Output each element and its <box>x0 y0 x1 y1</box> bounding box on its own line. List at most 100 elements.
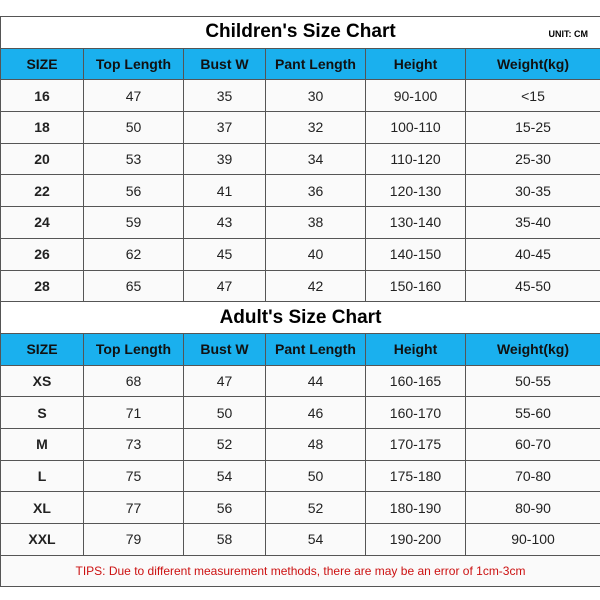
value-cell: 110-120 <box>365 142 466 176</box>
value-cell: 50 <box>183 396 266 429</box>
value-cell: 41 <box>183 174 266 208</box>
value-cell: 52 <box>265 491 366 524</box>
value-cell: 50 <box>83 111 184 144</box>
tips-row: TIPS: Due to different measurement metho… <box>0 554 600 588</box>
value-cell: 56 <box>183 491 266 524</box>
size-cell: XXL <box>0 523 84 556</box>
table-row: L 75 54 50 175-180 70-80 <box>0 459 600 493</box>
unit-label: UNIT: CM <box>548 29 589 39</box>
table-row: XL 77 56 52 180-190 80-90 <box>0 491 600 524</box>
table-row: 20 53 39 34 110-120 25-30 <box>0 142 600 176</box>
value-cell: 50 <box>265 459 366 493</box>
size-cell: 28 <box>0 269 84 303</box>
value-cell: 54 <box>183 459 266 493</box>
table-row: M 73 52 48 170-175 60-70 <box>0 427 600 461</box>
size-cell: 24 <box>0 206 84 239</box>
value-cell: 35-40 <box>465 206 600 239</box>
value-cell: 90-100 <box>465 523 600 556</box>
value-cell: 140-150 <box>365 237 466 271</box>
value-cell: 100-110 <box>365 111 466 144</box>
table-row: 26 62 45 40 140-150 40-45 <box>0 237 600 271</box>
size-cell: 16 <box>0 79 84 113</box>
size-table: Children's Size Chart UNIT: CM SIZE Top Len… <box>0 16 600 588</box>
value-cell: 75 <box>83 459 184 493</box>
value-cell: 54 <box>265 523 366 556</box>
value-cell: 120-130 <box>365 174 466 208</box>
column-header: Pant Length <box>265 47 366 81</box>
children-title: Children's Size Chart <box>205 21 396 43</box>
value-cell: 68 <box>83 364 184 398</box>
table-row: S 71 50 46 160-170 55-60 <box>0 396 600 429</box>
value-cell: 190-200 <box>365 523 466 556</box>
value-cell: 45 <box>183 237 266 271</box>
column-header: SIZE <box>0 47 84 81</box>
children-header-row: SIZE Top Length Bust W Pant Length Height Wei… <box>0 47 600 81</box>
value-cell: 44 <box>265 364 366 398</box>
size-cell: XS <box>0 364 84 398</box>
value-cell: <15 <box>465 79 600 113</box>
value-cell: 38 <box>265 206 366 239</box>
value-cell: 55-60 <box>465 396 600 429</box>
column-header: SIZE <box>0 332 84 366</box>
size-cell: S <box>0 396 84 429</box>
size-cell: 18 <box>0 111 84 144</box>
table-row: 22 56 41 36 120-130 30-35 <box>0 174 600 208</box>
table-row: 24 59 43 38 130-140 35-40 <box>0 206 600 239</box>
value-cell: 79 <box>83 523 184 556</box>
column-header: Weight(kg) <box>465 332 600 366</box>
value-cell: 175-180 <box>365 459 466 493</box>
column-header: Weight(kg) <box>465 47 600 81</box>
value-cell: 160-165 <box>365 364 466 398</box>
value-cell: 59 <box>83 206 184 239</box>
value-cell: 65 <box>83 269 184 303</box>
value-cell: 160-170 <box>365 396 466 429</box>
value-cell: 170-175 <box>365 427 466 461</box>
table-row: XXL 79 58 54 190-200 90-100 <box>0 523 600 556</box>
value-cell: 15-25 <box>465 111 600 144</box>
value-cell: 25-30 <box>465 142 600 176</box>
size-cell: 26 <box>0 237 84 271</box>
size-cell: XL <box>0 491 84 524</box>
adult-title-cell: Adult's Size Chart <box>0 301 600 334</box>
value-cell: 48 <box>265 427 366 461</box>
value-cell: 47 <box>183 364 266 398</box>
value-cell: 53 <box>83 142 184 176</box>
value-cell: 77 <box>83 491 184 524</box>
value-cell: 42 <box>265 269 366 303</box>
value-cell: 58 <box>183 523 266 556</box>
value-cell: 32 <box>265 111 366 144</box>
value-cell: 180-190 <box>365 491 466 524</box>
value-cell: 60-70 <box>465 427 600 461</box>
column-header: Height <box>365 332 466 366</box>
value-cell: 47 <box>183 269 266 303</box>
value-cell: 39 <box>183 142 266 176</box>
value-cell: 34 <box>265 142 366 176</box>
tips-text: TIPS: Due to different measurement metho… <box>0 554 600 588</box>
value-cell: 30-35 <box>465 174 600 208</box>
adult-title: Adult's Size Chart <box>219 306 382 328</box>
value-cell: 35 <box>183 79 266 113</box>
value-cell: 90-100 <box>365 79 466 113</box>
size-cell: L <box>0 459 84 493</box>
column-header: Pant Length <box>265 332 366 366</box>
value-cell: 62 <box>83 237 184 271</box>
value-cell: 45-50 <box>465 269 600 303</box>
adult-header-row: SIZE Top Length Bust W Pant Length Height Wei… <box>0 332 600 366</box>
column-header: Height <box>365 47 466 81</box>
value-cell: 36 <box>265 174 366 208</box>
size-cell: 22 <box>0 174 84 208</box>
value-cell: 37 <box>183 111 266 144</box>
value-cell: 71 <box>83 396 184 429</box>
value-cell: 47 <box>83 79 184 113</box>
value-cell: 40-45 <box>465 237 600 271</box>
size-chart: Children's Size Chart UNIT: CM SIZE Top Len… <box>0 16 600 588</box>
children-title-row: Children's Size Chart UNIT: CM <box>0 16 600 49</box>
value-cell: 150-160 <box>365 269 466 303</box>
table-row: 18 50 37 32 100-110 15-25 <box>0 111 600 144</box>
children-title-cell: Children's Size Chart UNIT: CM <box>0 16 600 49</box>
value-cell: 80-90 <box>465 491 600 524</box>
table-row: 16 47 35 30 90-100 <15 <box>0 79 600 113</box>
column-header: Bust W <box>183 332 266 366</box>
value-cell: 40 <box>265 237 366 271</box>
value-cell: 52 <box>183 427 266 461</box>
